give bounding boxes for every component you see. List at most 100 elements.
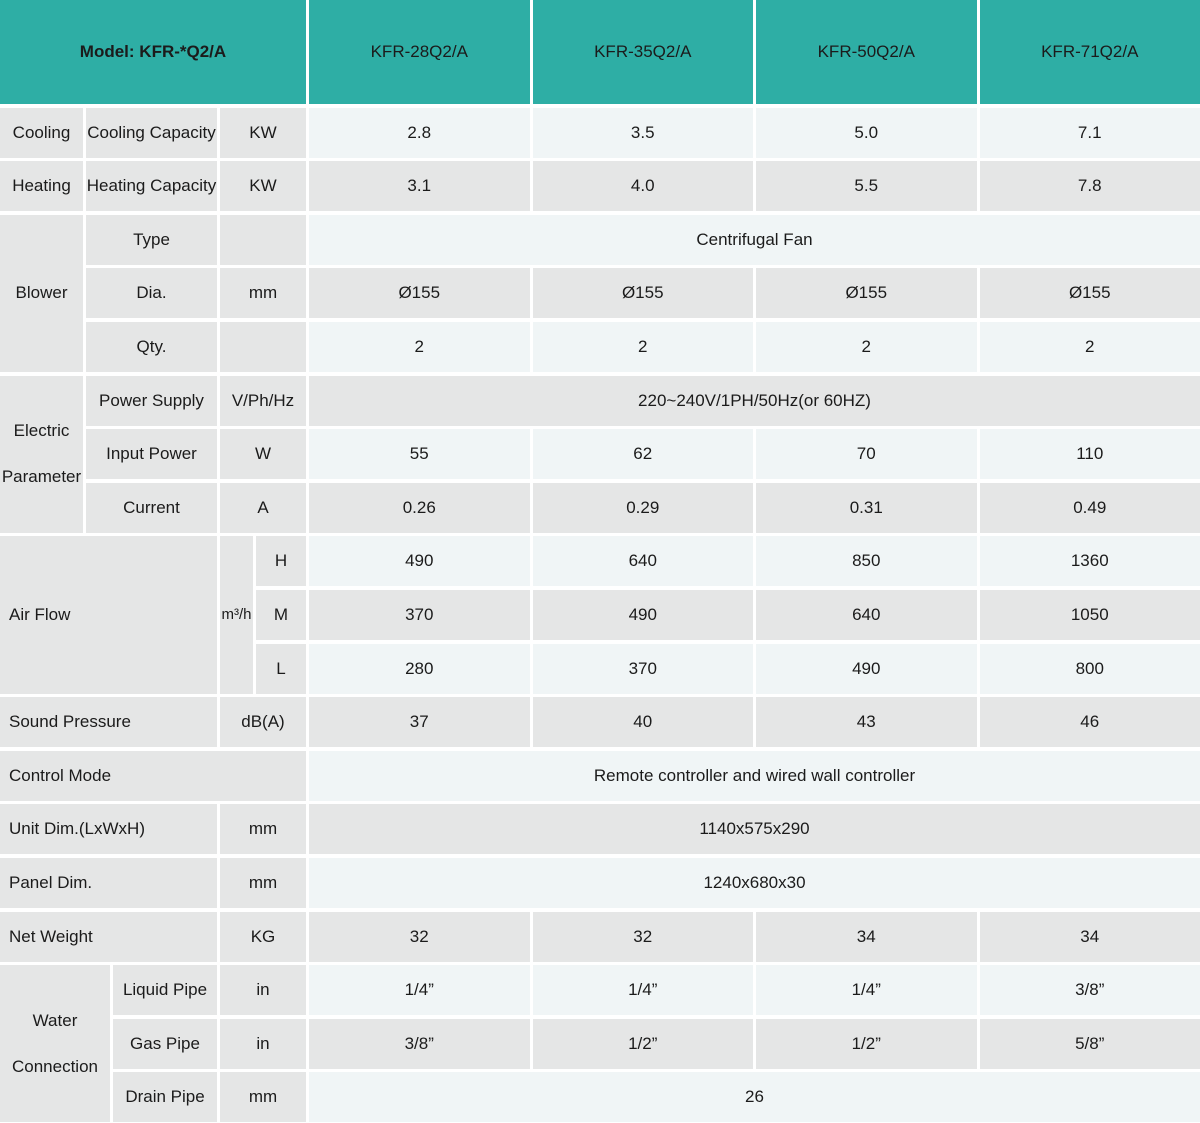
gas-pipe-value: 3/8” — [309, 1018, 530, 1069]
blower-dia-value: Ø155 — [979, 268, 1200, 319]
gas-pipe-unit: in — [220, 1018, 306, 1069]
heating-value: 5.5 — [756, 161, 977, 212]
heating-value: 4.0 — [532, 161, 753, 212]
input-power-value: 70 — [756, 429, 977, 480]
control-mode-value: Remote controller and wired wall control… — [309, 750, 1200, 801]
blower-dia-value: Ø155 — [756, 268, 977, 319]
blower-type-value: Centrifugal Fan — [309, 214, 1200, 265]
power-supply-unit: V/Ph/Hz — [220, 375, 306, 426]
blower-dia-value: Ø155 — [532, 268, 753, 319]
liquid-pipe-label: Liquid Pipe — [113, 965, 217, 1016]
current-value: 0.31 — [756, 482, 977, 533]
air-flow-high-value: 640 — [532, 536, 753, 587]
drain-pipe-label: Drain Pipe — [113, 1072, 217, 1123]
blower-category: Blower — [0, 214, 83, 372]
drain-pipe-unit: mm — [220, 1072, 306, 1123]
water-connection-category: Water Connection — [0, 965, 110, 1123]
heating-unit: KW — [220, 161, 306, 212]
cooling-value: 5.0 — [756, 107, 977, 158]
heating-value: 7.8 — [979, 161, 1200, 212]
input-power-value: 110 — [979, 429, 1200, 480]
current-value: 0.29 — [532, 482, 753, 533]
net-weight-label: Net Weight — [0, 911, 217, 962]
cooling-value: 3.5 — [532, 107, 753, 158]
sound-pressure-value: 37 — [309, 697, 530, 748]
blower-qty-label: Qty. — [86, 321, 217, 372]
panel-dim-label: Panel Dim. — [0, 857, 217, 908]
blower-type-label: Type — [86, 214, 217, 265]
input-power-value: 55 — [309, 429, 530, 480]
air-flow-unit: m³/h — [220, 536, 253, 694]
current-value: 0.49 — [979, 482, 1200, 533]
current-value: 0.26 — [309, 482, 530, 533]
air-flow-mid-label: M — [256, 589, 306, 640]
current-label: Current — [86, 482, 217, 533]
cooling-category: Cooling — [0, 107, 83, 158]
net-weight-value: 34 — [979, 911, 1200, 962]
power-supply-label: Power Supply — [86, 375, 217, 426]
net-weight-value: 32 — [309, 911, 530, 962]
air-flow-mid-value: 1050 — [979, 589, 1200, 640]
air-flow-low-value: 800 — [979, 643, 1200, 694]
gas-pipe-label: Gas Pipe — [113, 1018, 217, 1069]
blower-qty-value: 2 — [756, 321, 977, 372]
unit-dim-unit: mm — [220, 804, 306, 855]
net-weight-value: 32 — [532, 911, 753, 962]
panel-dim-unit: mm — [220, 857, 306, 908]
air-flow-low-value: 280 — [309, 643, 530, 694]
sound-pressure-value: 43 — [756, 697, 977, 748]
sound-pressure-value: 46 — [979, 697, 1200, 748]
cooling-value: 7.1 — [979, 107, 1200, 158]
blower-dia-unit: mm — [220, 268, 306, 319]
air-flow-high-value: 490 — [309, 536, 530, 587]
blower-qty-value: 2 — [532, 321, 753, 372]
header-column-kfr-50: KFR-50Q2/A — [756, 0, 977, 104]
header-model-cell: Model: KFR-*Q2/A — [0, 0, 306, 104]
gas-pipe-value: 1/2” — [532, 1018, 753, 1069]
liquid-pipe-unit: in — [220, 965, 306, 1016]
blower-dia-value: Ø155 — [309, 268, 530, 319]
heating-capacity-label: Heating Capacity — [86, 161, 217, 212]
header-column-kfr-28: KFR-28Q2/A — [309, 0, 530, 104]
air-flow-low-value: 370 — [532, 643, 753, 694]
air-flow-label: Air Flow — [0, 536, 217, 694]
drain-pipe-value: 26 — [309, 1072, 1200, 1123]
air-flow-low-value: 490 — [756, 643, 977, 694]
blower-type-unit-empty — [220, 214, 306, 265]
air-flow-high-label: H — [256, 536, 306, 587]
heating-value: 3.1 — [309, 161, 530, 212]
air-flow-mid-value: 370 — [309, 589, 530, 640]
cooling-unit: KW — [220, 107, 306, 158]
blower-dia-label: Dia. — [86, 268, 217, 319]
header-column-kfr-35: KFR-35Q2/A — [532, 0, 753, 104]
heating-category: Heating — [0, 161, 83, 212]
air-flow-high-value: 1360 — [979, 536, 1200, 587]
sound-pressure-unit: dB(A) — [220, 697, 306, 748]
panel-dim-value: 1240x680x30 — [309, 857, 1200, 908]
unit-dim-value: 1140x575x290 — [309, 804, 1200, 855]
header-column-kfr-71: KFR-71Q2/A — [979, 0, 1200, 104]
net-weight-value: 34 — [756, 911, 977, 962]
liquid-pipe-value: 1/4” — [309, 965, 530, 1016]
power-supply-value: 220~240V/1PH/50Hz(or 60HZ) — [309, 375, 1200, 426]
blower-qty-unit-empty — [220, 321, 306, 372]
sound-pressure-label: Sound Pressure — [0, 697, 217, 748]
cooling-value: 2.8 — [309, 107, 530, 158]
input-power-unit: W — [220, 429, 306, 480]
air-flow-mid-value: 640 — [756, 589, 977, 640]
input-power-value: 62 — [532, 429, 753, 480]
net-weight-unit: KG — [220, 911, 306, 962]
control-mode-label: Control Mode — [0, 750, 306, 801]
blower-qty-value: 2 — [979, 321, 1200, 372]
liquid-pipe-value: 1/4” — [756, 965, 977, 1016]
liquid-pipe-value: 1/4” — [532, 965, 753, 1016]
unit-dim-label: Unit Dim.(LxWxH) — [0, 804, 217, 855]
gas-pipe-value: 5/8” — [979, 1018, 1200, 1069]
air-flow-high-value: 850 — [756, 536, 977, 587]
blower-qty-value: 2 — [309, 321, 530, 372]
cooling-capacity-label: Cooling Capacity — [86, 107, 217, 158]
current-unit: A — [220, 482, 306, 533]
electric-parameter-category: Electric Parameter — [0, 375, 83, 533]
gas-pipe-value: 1/2” — [756, 1018, 977, 1069]
